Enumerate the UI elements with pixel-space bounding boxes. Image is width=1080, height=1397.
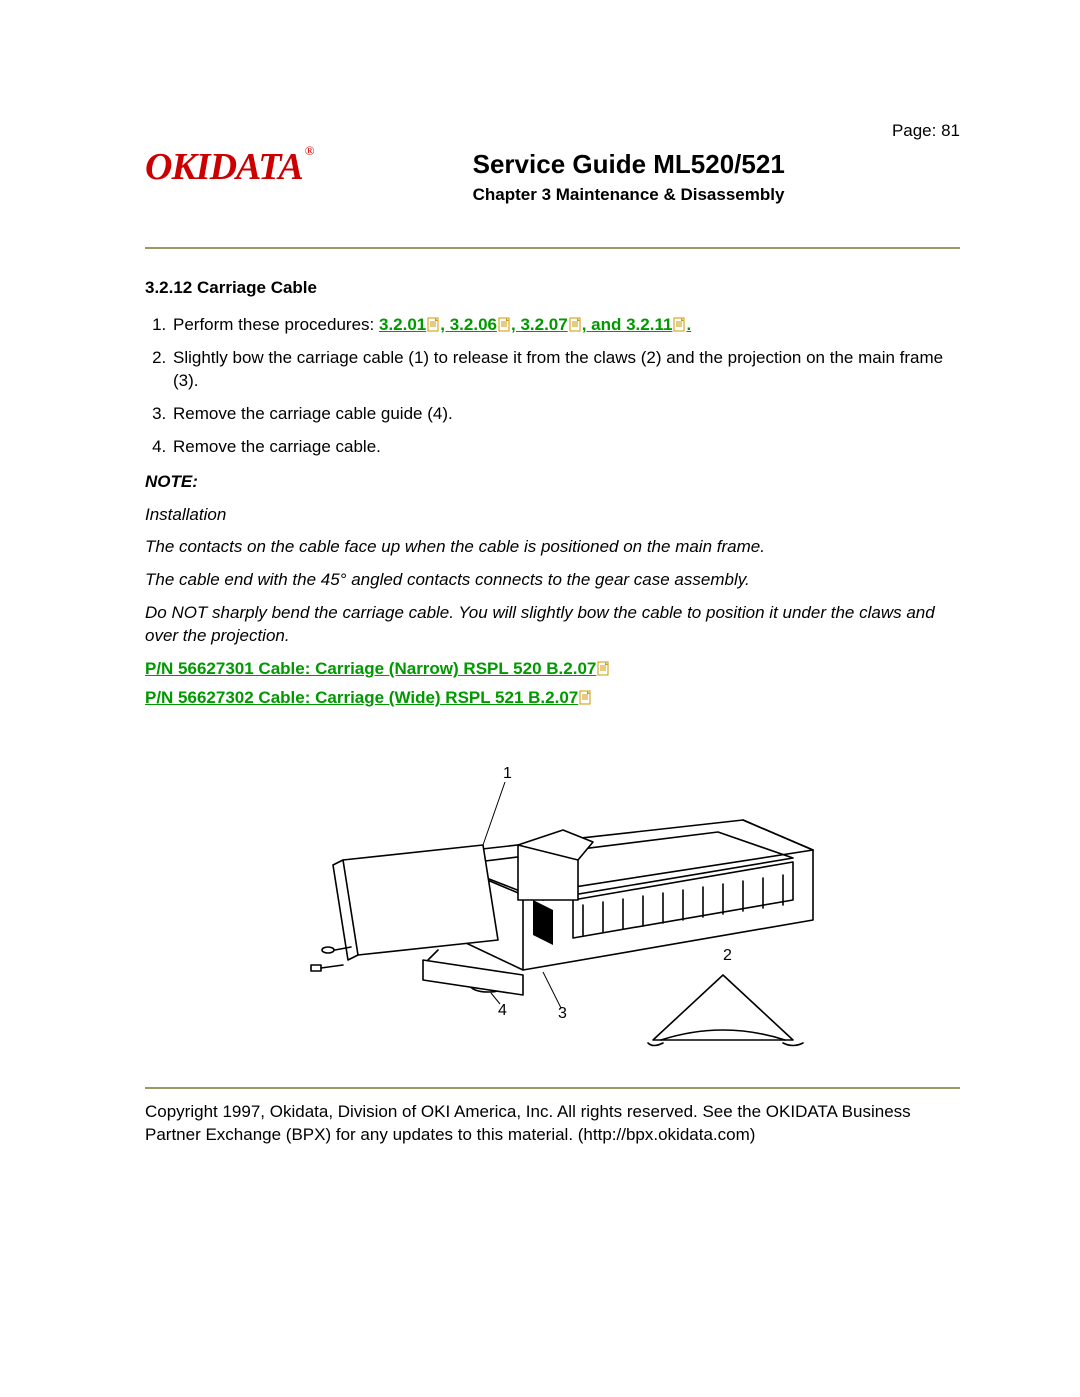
header-text-block: Page: 81 Service Guide ML520/521 Chapter… bbox=[318, 120, 960, 207]
divider-bottom bbox=[145, 1087, 960, 1089]
file-icon bbox=[498, 317, 511, 332]
file-icon bbox=[579, 690, 592, 705]
carriage-diagram-svg: 1 2 3 4 bbox=[273, 750, 833, 1060]
chapter-title: Chapter 3 Maintenance & Disassembly bbox=[473, 184, 960, 207]
procedure-steps: Perform these procedures: 3.2.01 , 3.2.06… bbox=[145, 314, 960, 459]
note-line: The cable end with the 45° angled contac… bbox=[145, 569, 960, 592]
note-line: The contacts on the cable face up when t… bbox=[145, 536, 960, 559]
callout-3: 3 bbox=[558, 1005, 567, 1022]
callout-2: 2 bbox=[723, 947, 732, 964]
step-3: Remove the carriage cable guide (4). bbox=[171, 403, 960, 426]
step-1: Perform these procedures: 3.2.01 , 3.2.06… bbox=[171, 314, 960, 337]
file-icon bbox=[597, 661, 610, 676]
file-icon bbox=[569, 317, 582, 332]
page-number: Page: 81 bbox=[473, 120, 960, 143]
copyright-text: Copyright 1997, Okidata, Division of OKI… bbox=[145, 1101, 960, 1147]
xref-link[interactable]: , 3.2.06 bbox=[440, 315, 497, 334]
note-line: Installation bbox=[145, 504, 960, 527]
xref-link[interactable]: 3.2.01 bbox=[379, 315, 426, 334]
xref-link[interactable]: , 3.2.07 bbox=[511, 315, 568, 334]
divider-top bbox=[145, 247, 960, 249]
note-body: Installation The contacts on the cable f… bbox=[145, 504, 960, 649]
xref-link[interactable]: , and 3.2.11 bbox=[582, 315, 673, 334]
page-header: OKIDATA Page: 81 Service Guide ML520/521… bbox=[145, 120, 960, 207]
section-heading: 3.2.12 Carriage Cable bbox=[145, 277, 960, 300]
note-line: Do NOT sharply bend the carriage cable. … bbox=[145, 602, 960, 648]
guide-title: Service Guide ML520/521 bbox=[473, 147, 960, 182]
note-label: NOTE: bbox=[145, 471, 960, 494]
step-1-prefix: Perform these procedures: bbox=[173, 315, 374, 334]
step-1-suffix: . bbox=[686, 315, 691, 334]
part-link[interactable]: P/N 56627301 Cable: Carriage (Narrow) RS… bbox=[145, 658, 960, 681]
step-2: Slightly bow the carriage cable (1) to r… bbox=[171, 347, 960, 393]
diagram: 1 2 3 4 bbox=[145, 750, 960, 1067]
callout-1: 1 bbox=[503, 765, 512, 782]
part-link[interactable]: P/N 56627302 Cable: Carriage (Wide) RSPL… bbox=[145, 687, 960, 710]
file-icon bbox=[427, 317, 440, 332]
file-icon bbox=[673, 317, 686, 332]
callout-4: 4 bbox=[498, 1002, 507, 1019]
step-4: Remove the carriage cable. bbox=[171, 436, 960, 459]
okidata-logo: OKIDATA bbox=[145, 138, 318, 193]
